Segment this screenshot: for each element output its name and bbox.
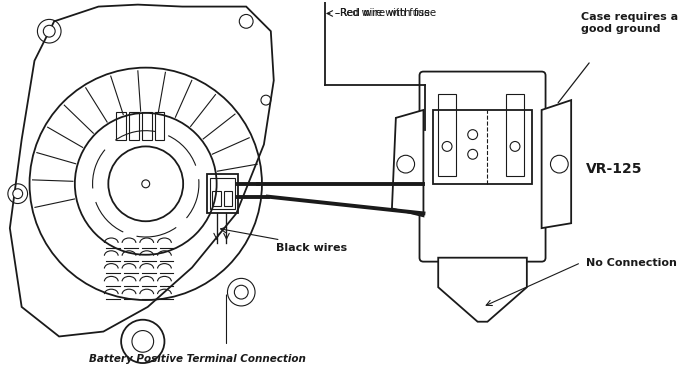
Circle shape: [43, 25, 55, 37]
Bar: [155, 112, 164, 139]
Bar: [506, 94, 524, 176]
Bar: [210, 178, 235, 209]
Circle shape: [13, 189, 22, 199]
Text: Battery Positive Terminal Connection: Battery Positive Terminal Connection: [88, 354, 305, 364]
Text: VR-125: VR-125: [586, 162, 643, 176]
Circle shape: [142, 180, 150, 188]
Text: Black wires: Black wires: [276, 243, 347, 253]
Circle shape: [234, 285, 248, 299]
Bar: [211, 191, 220, 206]
Bar: [433, 110, 532, 184]
Circle shape: [132, 330, 153, 352]
Polygon shape: [438, 258, 527, 322]
Text: Case requires a
good ground: Case requires a good ground: [581, 11, 678, 34]
Text: –Red wire with fuse: –Red wire with fuse: [335, 8, 430, 18]
Bar: [206, 174, 238, 213]
Bar: [142, 112, 152, 139]
Bar: [116, 112, 126, 139]
Polygon shape: [542, 100, 571, 228]
Polygon shape: [392, 110, 424, 216]
Text: No Connection: No Connection: [586, 258, 677, 268]
Text: –Red wire with fuse: –Red wire with fuse: [335, 8, 436, 18]
Bar: [223, 191, 232, 206]
Bar: [129, 112, 139, 139]
FancyBboxPatch shape: [419, 71, 545, 262]
Polygon shape: [10, 5, 274, 336]
Bar: [438, 94, 456, 176]
